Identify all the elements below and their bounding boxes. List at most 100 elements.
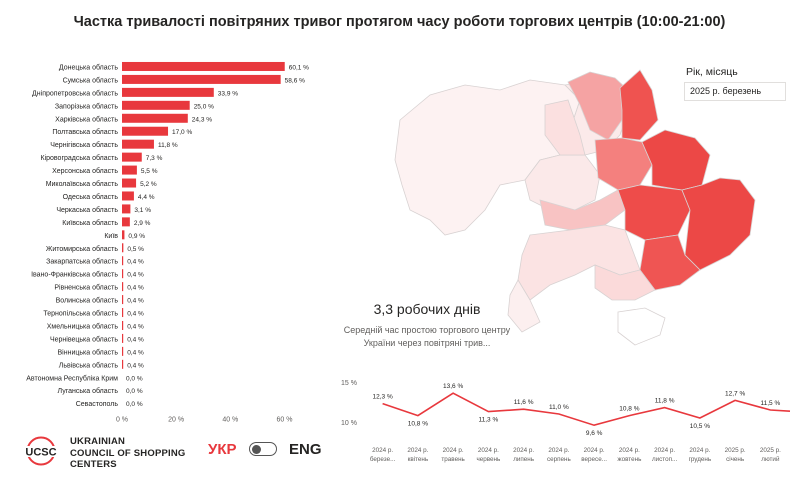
bar-category-label: Миколаївська область	[46, 180, 119, 188]
map-region	[617, 184, 691, 241]
ukraine-regions-map[interactable]	[390, 60, 770, 350]
bar-category-label: Харківська область	[55, 115, 118, 123]
line-data-label: 11,5 %	[760, 400, 780, 407]
x-tick-label: вересе...	[581, 456, 607, 463]
x-tick-label: липень	[513, 456, 535, 463]
bar-data-label: 0,4 %	[127, 336, 144, 343]
language-ukr[interactable]: УКР	[208, 441, 237, 458]
bar-data-label: 60,1 %	[289, 64, 309, 71]
bar	[122, 295, 124, 305]
x-tick-label: 2024 р.	[407, 447, 428, 454]
bar-data-label: 0,4 %	[127, 311, 144, 318]
map-region	[617, 307, 666, 346]
x-tick-label: 2024 р.	[548, 447, 569, 454]
year-month-slicer[interactable]: 2025 р. березень	[684, 82, 786, 101]
bar	[122, 74, 281, 84]
bar	[122, 269, 124, 279]
bar-data-label: 0,0 %	[126, 375, 143, 382]
bar-data-label: 11,8 %	[158, 142, 178, 149]
x-tick-label: 2024 р.	[689, 447, 710, 454]
toggle-knob	[252, 444, 261, 454]
map-region	[594, 264, 656, 301]
x-tick-label: 2024 р.	[584, 447, 605, 454]
x-tick-label: 2025 р.	[760, 447, 781, 454]
bar	[122, 152, 142, 162]
bar-data-label: 0,4 %	[127, 259, 144, 266]
bar-data-label: 0,4 %	[127, 285, 144, 292]
region-bar-chart: Донецька область 60,1 % Сумська область 58,…	[26, 61, 309, 424]
bar-category-label: Львівська область	[59, 361, 119, 369]
line-data-label: 10,5 %	[690, 423, 710, 430]
brand-name-line: CENTERS	[70, 459, 117, 470]
brand-name: UKRAINIAN COUNCIL OF SHOPPING CENTERS	[70, 436, 186, 471]
line-data-label: 11,8 %	[655, 398, 675, 405]
bar-category-label: Севастополь	[76, 401, 119, 408]
bar-category-label: Київ	[104, 233, 118, 240]
bar-category-label: Волинська область	[56, 297, 119, 305]
bar-data-label: 0,4 %	[127, 272, 144, 279]
bar	[122, 165, 137, 175]
bar-data-label: 7,3 %	[146, 155, 163, 162]
bar-data-label: 0,4 %	[127, 323, 144, 330]
x-tick-label: 2024 р.	[619, 447, 640, 454]
bar-data-label: 0,0 %	[126, 401, 143, 408]
bar	[122, 243, 124, 253]
x-tick-label: 2024 р.	[654, 447, 675, 454]
bar-data-label: 25,0 %	[194, 103, 214, 110]
line-series	[382, 392, 791, 427]
bar-data-label: 24,3 %	[192, 116, 212, 123]
x-tick-label: 2024 р.	[513, 447, 534, 454]
kpi-description: Середній час простою торгового центру Ук…	[343, 325, 511, 348]
bar	[122, 100, 190, 110]
brand-name-line: COUNCIL OF SHOPPING	[70, 447, 186, 459]
language-eng[interactable]: ENG	[289, 441, 322, 458]
logo-text: UCSC	[25, 447, 56, 459]
map-region	[681, 177, 756, 271]
bar-data-label: 0,4 %	[127, 298, 144, 305]
bar	[122, 320, 124, 330]
bar	[122, 139, 154, 149]
line-data-label: 12,3 %	[373, 394, 393, 401]
bar-category-label: Сумська область	[63, 76, 119, 84]
x-tick-label: 2024 р.	[443, 447, 464, 454]
bar-category-label: Рівненська область	[54, 284, 118, 292]
x-tick-label: листоп...	[652, 456, 678, 463]
x-tick-label: 40 %	[222, 417, 238, 424]
bar-category-label: Житомирська область	[46, 245, 118, 253]
y-tick-label: 15 %	[341, 380, 357, 387]
x-tick-label: жовтень	[617, 456, 642, 463]
bar-category-label: Запорізька область	[55, 102, 118, 110]
bar-category-label: Тернопільська область	[43, 310, 118, 318]
page-title: Частка тривалості повітряних тривог прот…	[73, 14, 726, 30]
bar-category-label: Вінницька область	[58, 348, 119, 356]
bar-data-label: 0,9 %	[128, 233, 145, 240]
kpi-value: 3,3 робочих днів	[373, 301, 481, 317]
x-tick-label: травень	[441, 456, 465, 463]
bar-category-label: Дніпропетровська область	[32, 89, 118, 97]
bar-category-label: Хмельницька область	[47, 322, 119, 330]
bar-category-label: Донецька область	[59, 63, 118, 71]
bar	[122, 256, 124, 266]
line-data-label: 11,3 %	[478, 417, 498, 424]
x-tick-label: квітень	[408, 455, 429, 463]
bar	[122, 61, 285, 71]
x-tick-label: 2024 р.	[478, 447, 499, 454]
map-region	[507, 279, 541, 333]
bar-data-label: 2,9 %	[134, 220, 151, 227]
language-toggle[interactable]	[249, 442, 277, 456]
bar-category-label: Івано-Франківська область	[31, 271, 118, 279]
bar	[122, 126, 169, 136]
monthly-line-chart: 10 %15 %12,3 %2024 р.березе...10,8 %2024…	[341, 380, 791, 463]
bar	[122, 178, 137, 188]
bar-data-label: 3,1 %	[134, 207, 151, 214]
bar-data-label: 0,4 %	[127, 362, 144, 369]
line-data-label: 11,0 %	[549, 404, 569, 411]
line-data-label: 9,6 %	[586, 430, 603, 437]
y-tick-label: 10 %	[341, 420, 357, 427]
bar	[122, 217, 130, 227]
bar	[122, 191, 134, 201]
x-tick-label: червень	[476, 456, 501, 463]
bar-category-label: Чернігівська область	[50, 141, 118, 149]
bar-category-label: Черкаська область	[56, 206, 118, 214]
bar-data-label: 0,5 %	[127, 246, 144, 253]
